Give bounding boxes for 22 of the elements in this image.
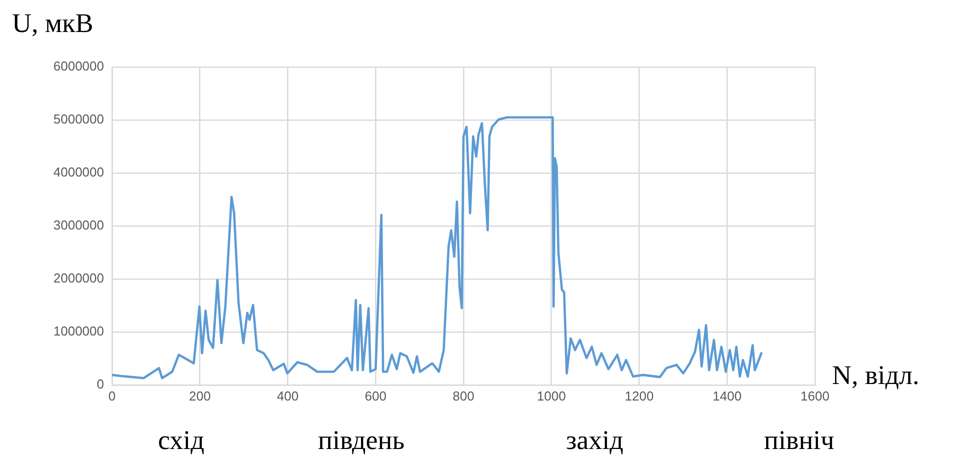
text: схід [158, 425, 204, 456]
y-tick-label: 1000000 [53, 324, 104, 339]
x-tick-label: 400 [276, 388, 299, 404]
x-tick-label: 0 [108, 388, 116, 404]
x-axis-title: N, відл. [832, 360, 920, 391]
text: захід [566, 425, 624, 456]
x-tick-label: 600 [364, 388, 386, 404]
y-tick-label: 5000000 [53, 112, 104, 127]
x-tick-label: 800 [452, 388, 474, 404]
y-tick-label: 6000000 [53, 58, 104, 74]
y-tick-label: 0 [96, 376, 104, 392]
y-tick-label: 4000000 [53, 164, 104, 180]
y-tick-label: 2000000 [53, 270, 104, 286]
x-tick-label: 1000 [536, 388, 566, 404]
x-tick-label: 200 [189, 388, 211, 404]
text: північ [764, 425, 834, 456]
y-axis-title: U, мкВ [12, 8, 94, 39]
x-tick-label: 1200 [624, 388, 654, 404]
y-tick-label: 3000000 [53, 218, 104, 233]
x-tick-label: 1600 [800, 388, 830, 404]
x-tick-label: 1400 [712, 388, 742, 404]
text: південь [318, 425, 405, 456]
